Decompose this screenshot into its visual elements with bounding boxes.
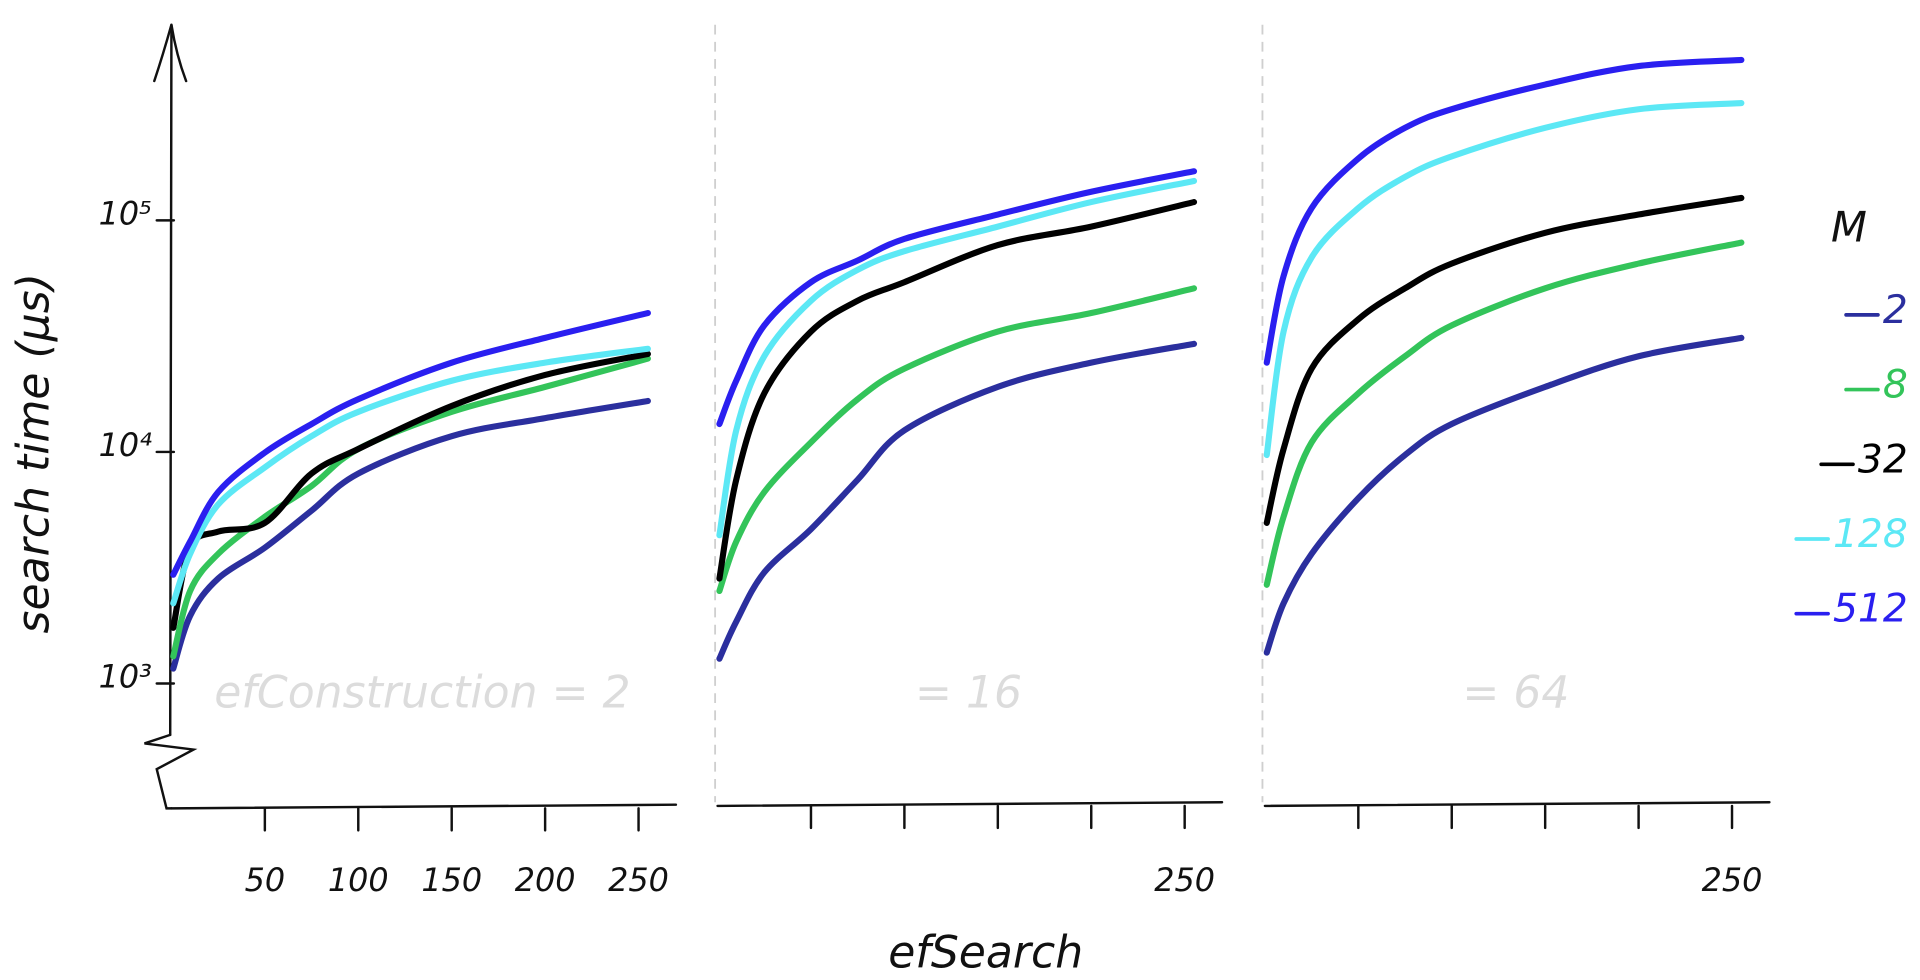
series-line	[716, 198, 1198, 582]
y-tick-label: 10³	[99, 658, 152, 696]
y-tick-label: 10⁴	[99, 426, 153, 464]
x-tick-label: 150	[421, 861, 482, 899]
y-axis-label: search time (µs)	[9, 273, 60, 633]
legend-label: 512	[1833, 587, 1908, 632]
legend-title: M	[1831, 202, 1867, 251]
x-tick-label: 250	[1702, 861, 1763, 899]
series-line	[170, 397, 651, 672]
x-axis	[170, 803, 678, 810]
y-axis	[168, 23, 173, 737]
series-line	[716, 340, 1198, 662]
series-line	[716, 177, 1198, 539]
panel-title: efConstruction = 2	[214, 668, 630, 719]
x-axis	[716, 801, 1224, 808]
series-line	[1263, 334, 1745, 656]
legend-label: 128	[1833, 512, 1908, 557]
series-line	[170, 309, 651, 578]
panel-title: = 16	[915, 668, 1022, 719]
series-line	[170, 345, 651, 607]
series-line	[716, 168, 1198, 428]
x-axis-label: efSearch	[888, 927, 1083, 978]
legend-label: 32	[1858, 437, 1908, 482]
x-tick-label: 100	[328, 861, 389, 899]
series-line	[1263, 100, 1745, 459]
series-line	[170, 355, 651, 660]
x-tick-label: 250	[608, 861, 669, 899]
x-tick-label: 250	[1154, 861, 1215, 899]
legend-label: 2	[1883, 288, 1908, 333]
y-tick-label: 10⁵	[99, 194, 152, 232]
axis-break	[144, 733, 198, 810]
panel-title: = 64	[1462, 668, 1569, 719]
series-line	[716, 285, 1198, 595]
series-line	[1263, 239, 1745, 588]
series-line	[1263, 194, 1745, 526]
x-tick-label: 50	[245, 861, 286, 899]
series-line	[1263, 56, 1745, 366]
y-axis-arrow	[153, 24, 188, 83]
x-axis	[1263, 801, 1771, 808]
legend-label: 8	[1883, 363, 1908, 408]
x-tick-label: 200	[515, 861, 576, 899]
